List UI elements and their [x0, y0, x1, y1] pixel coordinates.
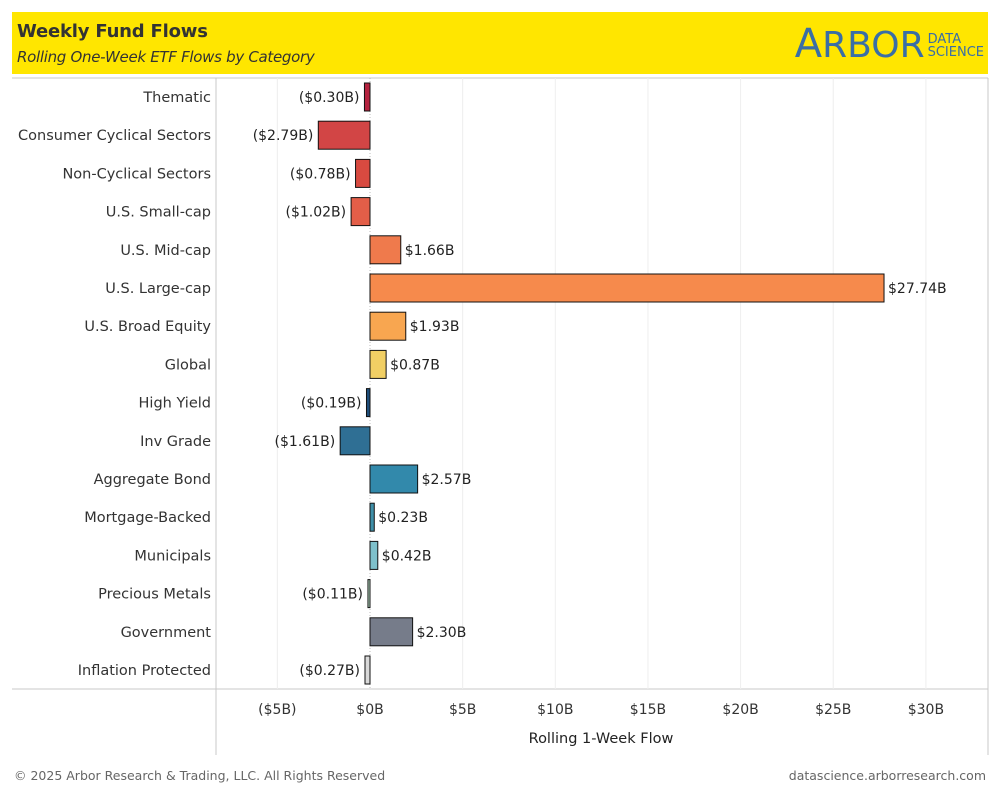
value-label: ($1.02B) [285, 205, 346, 221]
category-label: Municipals [134, 548, 211, 564]
bar [339, 426, 371, 456]
bar [364, 655, 371, 685]
bar [369, 273, 885, 303]
value-label: ($1.61B) [275, 434, 336, 450]
category-label: Consumer Cyclical Sectors [18, 128, 211, 144]
bar [367, 579, 371, 609]
category-label: Government [121, 625, 212, 641]
bar [369, 311, 407, 341]
category-label: Inflation Protected [78, 663, 211, 679]
category-label: U.S. Mid-cap [120, 243, 211, 259]
bar [350, 197, 371, 227]
bar [365, 388, 371, 418]
value-label: ($2.79B) [253, 128, 314, 144]
category-label: Inv Grade [140, 434, 211, 450]
category-label: U.S. Small-cap [106, 205, 211, 221]
bar [369, 540, 379, 570]
category-label: High Yield [139, 396, 211, 412]
value-label: $0.23B [378, 510, 428, 526]
value-label: ($0.19B) [301, 396, 362, 412]
value-label: $2.57B [422, 472, 472, 488]
category-labels: Thematic Consumer Cyclical Sectors Non-Cyc… [18, 90, 211, 679]
bar [317, 120, 371, 150]
category-label: Thematic [142, 90, 211, 106]
x-tick-label: ($5B) [258, 702, 296, 718]
category-label: Global [165, 357, 211, 373]
value-label: $0.87B [390, 357, 440, 373]
value-label: $0.42B [382, 548, 432, 564]
x-axis-title: Rolling 1-Week Flow [529, 731, 674, 747]
x-tick-label: $10B [537, 702, 573, 718]
bar [355, 158, 371, 188]
website-link[interactable]: datascience.arborresearch.com [788, 768, 986, 783]
category-label: Precious Metals [98, 587, 211, 603]
x-tick-label: $30B [908, 702, 944, 718]
logo-sub-line1: DATA [927, 32, 962, 47]
chart-subtitle: Rolling One-Week ETF Flows by Category [17, 48, 315, 66]
arbor-logo: ARBOR DATA SCIENCE [795, 22, 984, 66]
value-label: ($0.30B) [299, 90, 360, 106]
category-label: U.S. Large-cap [105, 281, 211, 297]
category-label: U.S. Broad Equity [84, 319, 211, 335]
x-axis-ticks: ($5B) $0B $5B $10B $15B $20B $25B $30B [258, 702, 944, 718]
header-banner: Weekly Fund Flows Rolling One-Week ETF F… [12, 12, 988, 74]
x-tick-label: $5B [449, 702, 476, 718]
category-label: Mortgage-Backed [84, 510, 211, 526]
value-label: $2.30B [417, 625, 467, 641]
value-labels: ($0.30B) ($2.79B) ($0.78B) ($1.02B) $1.66B $2… [253, 90, 947, 679]
x-tick-label: $15B [630, 702, 666, 718]
chart-frame [12, 77, 989, 755]
value-label: ($0.11B) [302, 587, 363, 603]
value-label: $1.66B [405, 243, 455, 259]
logo-initial: A [794, 21, 823, 67]
logo-main-text: ARBOR [795, 24, 925, 64]
x-tick-label: $20B [722, 702, 758, 718]
value-label: ($0.78B) [290, 166, 351, 182]
logo-sub-text: DATA SCIENCE [928, 33, 984, 59]
bar [369, 502, 375, 532]
gridlines [276, 78, 927, 689]
bar [369, 349, 387, 379]
category-label: Non-Cyclical Sectors [62, 166, 211, 182]
bar [369, 617, 414, 647]
bar [369, 235, 402, 265]
category-label: Aggregate Bond [94, 472, 211, 488]
copyright-text: © 2025 Arbor Research & Trading, LLC. Al… [14, 768, 386, 783]
value-label: ($0.27B) [299, 663, 360, 679]
bar [369, 464, 419, 494]
value-label: $27.74B [888, 281, 947, 297]
logo-sub-line2: SCIENCE [927, 45, 984, 60]
chart-title: Weekly Fund Flows [17, 21, 208, 42]
value-label: $1.93B [410, 319, 460, 335]
x-tick-label: $0B [356, 702, 383, 718]
x-tick-label: $25B [815, 702, 851, 718]
logo-rest: RBOR [822, 25, 925, 66]
bars-group [317, 82, 885, 685]
bar [363, 82, 371, 112]
